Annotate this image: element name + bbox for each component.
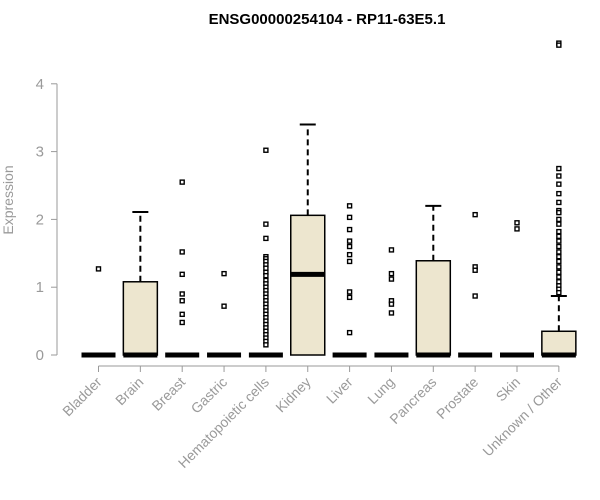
- outlier-point: [179, 179, 185, 185]
- x-tick-label: Brain: [112, 374, 146, 408]
- box-body: [415, 260, 452, 356]
- x-tick-label: Skin: [493, 374, 524, 405]
- outlier-point: [556, 233, 562, 240]
- outlier-point: [556, 238, 562, 244]
- box-body: [541, 330, 577, 356]
- outlier-point: [263, 272, 269, 279]
- outlier-point: [556, 181, 562, 187]
- outlier-point: [514, 220, 520, 226]
- box-8: [415, 204, 452, 358]
- outlier-point: [556, 264, 562, 270]
- box-6: [332, 203, 367, 358]
- outlier-point: [179, 319, 185, 326]
- box-0: [81, 266, 116, 358]
- outlier-point: [556, 42, 562, 48]
- plot-area: [81, 40, 577, 358]
- y-tick-label: 3: [36, 144, 44, 161]
- x-tick-label: Bladder: [59, 374, 105, 420]
- outlier-point: [514, 226, 520, 232]
- outlier-point: [346, 214, 353, 221]
- outlier-point: [556, 253, 562, 260]
- outlier-point: [346, 294, 353, 301]
- outlier-point: [472, 267, 478, 273]
- x-tick-label: Breast: [148, 374, 188, 414]
- x-tick-label: Liver: [323, 374, 356, 407]
- outlier-point: [388, 247, 395, 253]
- outlier-point: [472, 211, 478, 218]
- x-tick-label: Lung: [364, 374, 397, 407]
- outlier-point: [263, 342, 269, 348]
- outlier-point: [388, 310, 395, 316]
- outlier-point: [346, 203, 353, 209]
- outlier-point: [346, 238, 353, 244]
- outlier-point: [556, 243, 562, 250]
- x-tick-label: Pancreas: [386, 374, 439, 427]
- box-2: [165, 179, 200, 358]
- outlier-point: [556, 216, 562, 223]
- x-tick-label: Unknown / Other: [479, 374, 565, 460]
- y-axis: 0 1 2 3 4: [36, 76, 58, 364]
- outlier-point: [179, 291, 185, 297]
- outlier-point: [263, 235, 269, 242]
- outlier-point: [221, 303, 227, 309]
- outlier-point: [221, 270, 227, 277]
- y-tick-label: 0: [36, 347, 44, 364]
- outlier-point: [346, 289, 353, 295]
- outlier-point: [95, 266, 102, 272]
- box-10: [500, 220, 534, 358]
- box-9: [458, 211, 493, 358]
- outlier-point: [472, 293, 478, 299]
- y-axis-label: Expression: [0, 165, 16, 234]
- outlier-point: [346, 243, 353, 250]
- outlier-point: [388, 270, 395, 277]
- outlier-point: [556, 190, 562, 197]
- outlier-point: [556, 221, 562, 227]
- x-tick-label: Kidney: [272, 374, 314, 416]
- box-4: [248, 147, 283, 358]
- outlier-point: [556, 165, 562, 172]
- outlier-point: [556, 289, 562, 296]
- outlier-point: [263, 147, 269, 153]
- y-tick-label: 2: [36, 211, 44, 228]
- box-body: [290, 214, 326, 356]
- outlier-point: [556, 249, 562, 255]
- box-7: [374, 247, 409, 358]
- box-1: [122, 210, 159, 358]
- box-3: [207, 270, 242, 358]
- y-tick-label: 1: [36, 279, 44, 296]
- box-body: [122, 281, 159, 356]
- outlier-point: [556, 274, 562, 280]
- outlier-point: [556, 228, 562, 235]
- outlier-point: [179, 249, 185, 255]
- box-11: [541, 40, 577, 358]
- box-5: [290, 123, 326, 356]
- outlier-point: [346, 251, 353, 258]
- outlier-point: [179, 311, 185, 318]
- outlier-point: [388, 301, 395, 307]
- outlier-point: [179, 298, 185, 304]
- x-tick-label: Prostate: [433, 374, 481, 422]
- outlier-point: [263, 221, 269, 227]
- outlier-point: [556, 209, 562, 216]
- outlier-point: [346, 329, 353, 336]
- outlier-point: [179, 271, 185, 278]
- outlier-point: [556, 199, 562, 206]
- outlier-point: [556, 258, 562, 265]
- outlier-point: [556, 269, 562, 275]
- outlier-point: [388, 276, 395, 282]
- outlier-point: [346, 258, 353, 265]
- outlier-point: [346, 226, 353, 233]
- y-tick-label: 4: [36, 76, 44, 93]
- chart-title: ENSG00000254104 - RP11-63E5.1: [209, 11, 446, 28]
- outlier-point: [556, 173, 562, 179]
